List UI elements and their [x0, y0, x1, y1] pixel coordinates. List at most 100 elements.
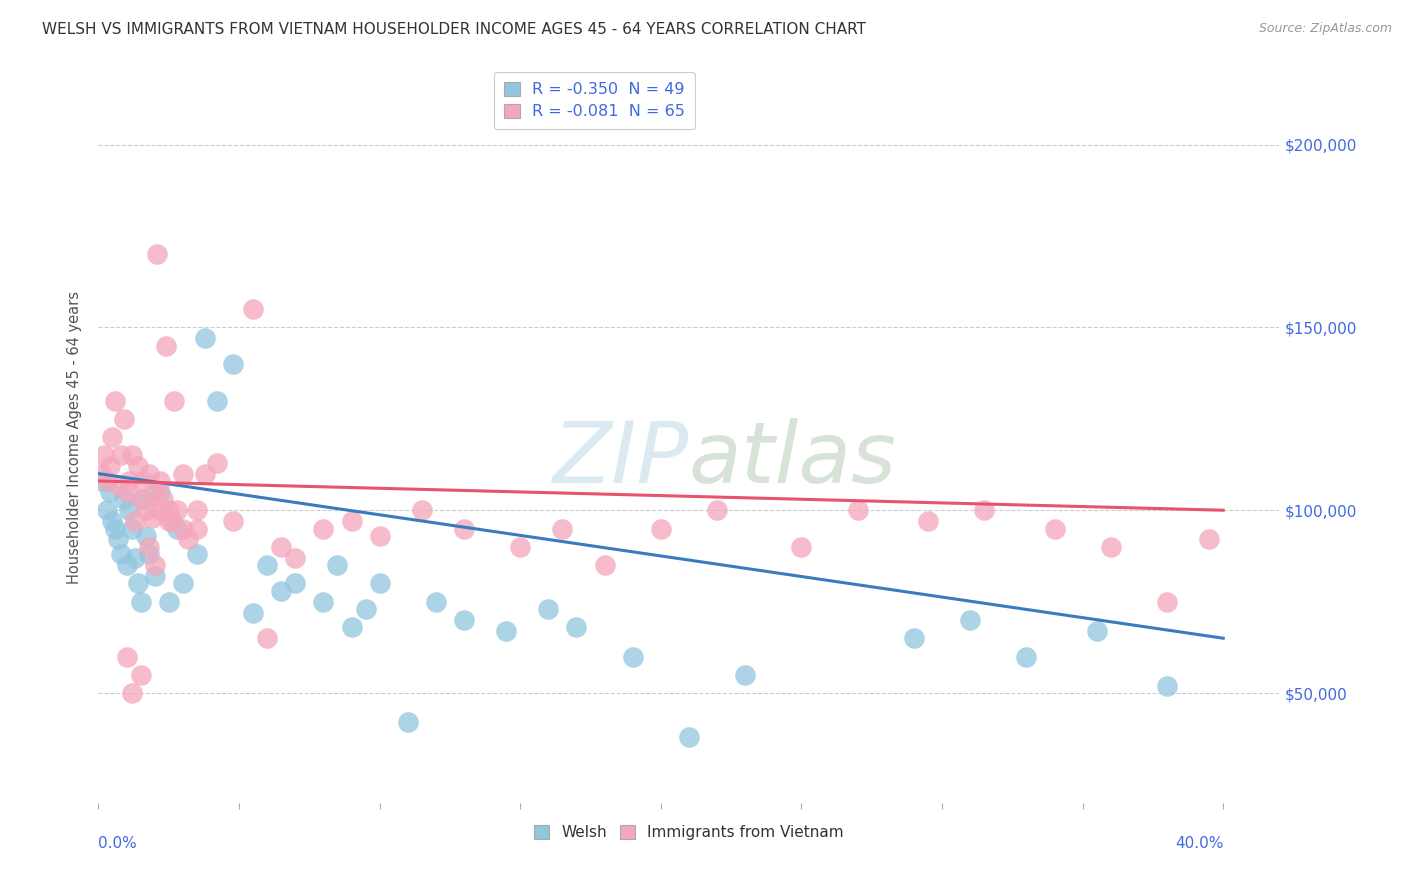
Text: ZIP: ZIP [553, 417, 689, 500]
Point [368, 529, 391, 543]
Point [1085, 624, 1108, 638]
Point [166, 521, 188, 535]
Point [112, 492, 135, 507]
Point [138, 467, 160, 481]
Point [650, 521, 672, 535]
Point [143, 484, 166, 499]
Point [186, 503, 208, 517]
Point [129, 594, 152, 608]
Point [157, 594, 180, 608]
Point [256, 632, 278, 646]
Point [98, 459, 121, 474]
Point [256, 558, 278, 573]
Point [846, 503, 869, 517]
Point [242, 606, 264, 620]
Point [157, 503, 180, 517]
Point [790, 540, 813, 554]
Point [621, 649, 644, 664]
Point [903, 632, 925, 646]
Point [149, 474, 172, 488]
Point [1099, 540, 1122, 554]
Y-axis label: Householder Income Ages 45 - 64 years: Householder Income Ages 45 - 64 years [67, 291, 83, 583]
Point [1198, 533, 1220, 547]
Point [973, 503, 995, 517]
Point [110, 547, 132, 561]
Point [98, 484, 121, 499]
Point [537, 602, 560, 616]
Point [96, 503, 118, 517]
Point [312, 521, 335, 535]
Point [107, 533, 129, 547]
Point [157, 514, 180, 528]
Point [734, 667, 756, 681]
Point [411, 503, 433, 517]
Point [138, 540, 160, 554]
Point [340, 620, 363, 634]
Point [186, 547, 208, 561]
Point [132, 474, 155, 488]
Point [222, 514, 245, 528]
Point [121, 448, 143, 462]
Point [124, 514, 146, 528]
Point [132, 492, 155, 507]
Point [242, 301, 264, 317]
Point [155, 338, 177, 352]
Point [166, 503, 188, 517]
Point [141, 510, 163, 524]
Point [312, 594, 335, 608]
Point [121, 521, 143, 535]
Point [143, 569, 166, 583]
Point [453, 613, 475, 627]
Point [115, 484, 138, 499]
Point [205, 393, 228, 408]
Point [678, 730, 700, 744]
Point [90, 474, 112, 488]
Point [146, 247, 169, 261]
Point [354, 602, 377, 616]
Point [284, 550, 307, 565]
Point [135, 529, 157, 543]
Point [135, 503, 157, 517]
Point [149, 484, 172, 499]
Point [194, 331, 217, 345]
Point [110, 448, 132, 462]
Point [509, 540, 531, 554]
Point [90, 467, 112, 481]
Point [270, 540, 292, 554]
Point [104, 393, 127, 408]
Point [186, 521, 208, 535]
Point [118, 474, 141, 488]
Point [96, 474, 118, 488]
Point [1015, 649, 1038, 664]
Point [172, 467, 194, 481]
Point [172, 521, 194, 535]
Point [129, 667, 152, 681]
Point [101, 514, 124, 528]
Point [107, 477, 129, 491]
Point [118, 503, 141, 517]
Text: WELSH VS IMMIGRANTS FROM VIETNAM HOUSEHOLDER INCOME AGES 45 - 64 YEARS CORRELATI: WELSH VS IMMIGRANTS FROM VIETNAM HOUSEHO… [42, 22, 866, 37]
Point [143, 558, 166, 573]
Point [551, 521, 574, 535]
Point [163, 393, 186, 408]
Point [425, 594, 447, 608]
Point [368, 576, 391, 591]
Point [340, 514, 363, 528]
Point [121, 686, 143, 700]
Point [115, 558, 138, 573]
Legend: Welsh, Immigrants from Vietnam: Welsh, Immigrants from Vietnam [529, 819, 849, 847]
Point [177, 533, 200, 547]
Point [104, 521, 127, 535]
Point [1043, 521, 1066, 535]
Point [127, 576, 149, 591]
Point [194, 467, 217, 481]
Point [1156, 679, 1178, 693]
Point [706, 503, 728, 517]
Point [160, 514, 183, 528]
Point [270, 583, 292, 598]
Point [396, 715, 419, 730]
Point [326, 558, 349, 573]
Point [205, 456, 228, 470]
Point [284, 576, 307, 591]
Point [127, 459, 149, 474]
